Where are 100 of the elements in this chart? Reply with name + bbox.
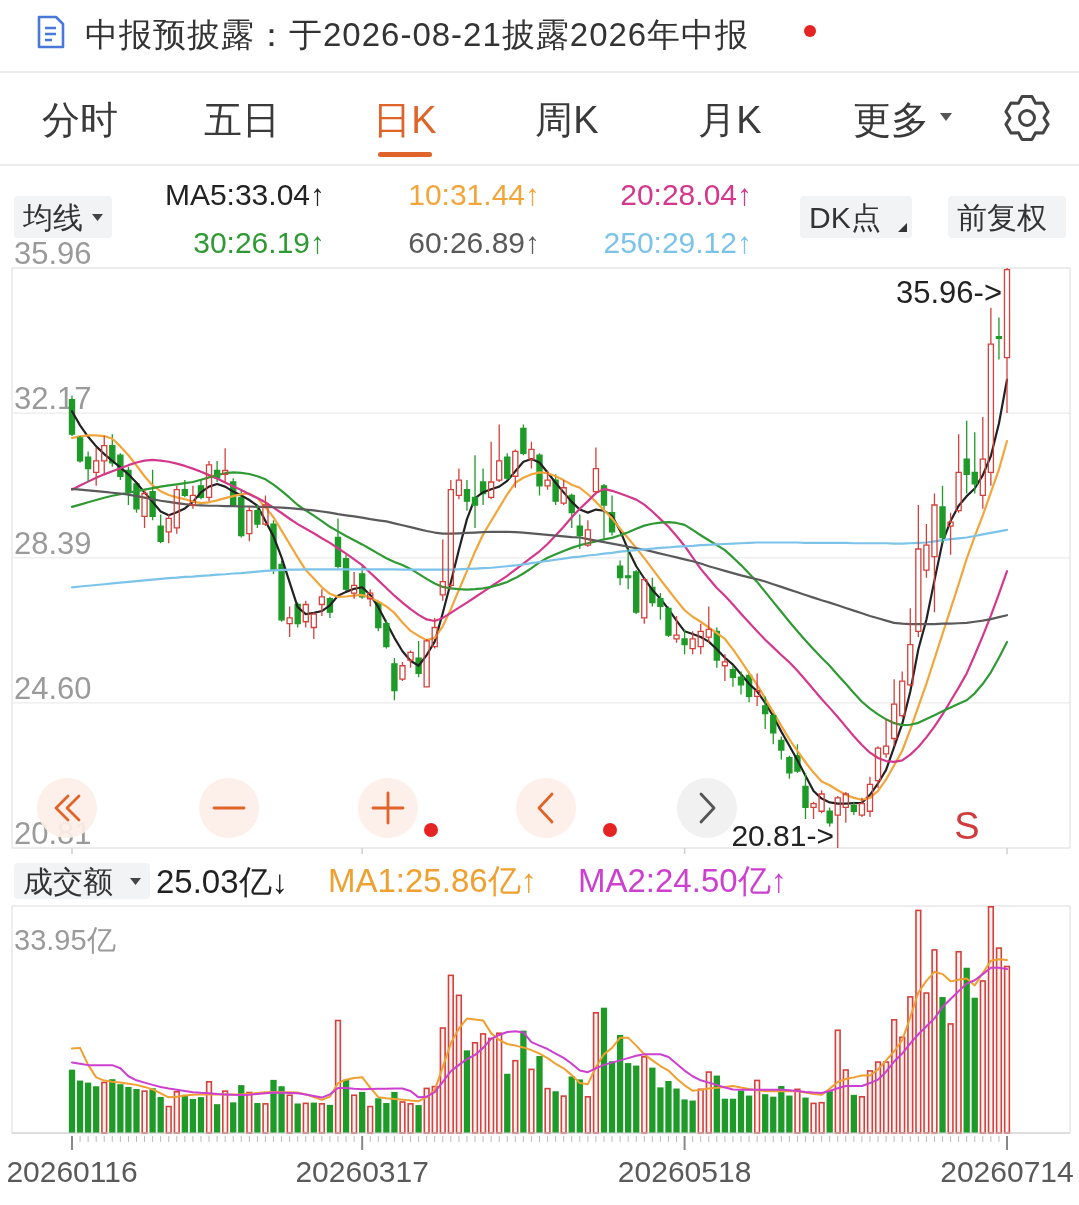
bar [359, 1091, 366, 1133]
bar [762, 1094, 769, 1133]
bar [109, 1079, 116, 1133]
bar [1003, 965, 1011, 1134]
bar [544, 1087, 551, 1134]
annotation: S [954, 805, 980, 847]
y-tick-label: 28.39 [14, 525, 92, 561]
bar [721, 1098, 729, 1133]
bar [286, 1094, 293, 1134]
bar [141, 1090, 148, 1134]
text: 均线 [22, 201, 83, 234]
bar [850, 1094, 857, 1133]
bar [334, 1019, 342, 1134]
bar [584, 1096, 592, 1134]
annotation: 33.95亿 [14, 924, 116, 956]
bar [979, 980, 986, 1134]
text: DK点 [809, 201, 881, 234]
bar [560, 1095, 567, 1134]
text: 25.03亿↓ [156, 863, 289, 900]
bar [463, 1050, 471, 1133]
text: 10:31.44↑ [408, 178, 540, 211]
bar [383, 1103, 390, 1133]
bar [230, 1102, 237, 1133]
y-tick-label: 32.17 [14, 381, 92, 417]
bar [93, 1086, 100, 1133]
bar [512, 1059, 519, 1134]
bar [197, 1097, 205, 1133]
x-tick-label: 20260116 [6, 1155, 138, 1188]
text: 30:26.19↑ [193, 226, 325, 259]
text: 成交额 [23, 865, 113, 898]
bar [552, 1091, 559, 1133]
bar [536, 1056, 543, 1133]
bar [834, 1029, 841, 1134]
text: MA1:25.86亿↑ [328, 862, 538, 899]
bar [528, 1068, 535, 1134]
bar [826, 1091, 833, 1133]
bar [157, 1096, 164, 1133]
annotation: 20.81-> [731, 819, 834, 852]
bar [915, 909, 922, 1134]
bar [616, 1034, 624, 1133]
text: MA5:33.04↑ [164, 178, 325, 211]
y-tick-label: 20.81 [14, 816, 92, 851]
bar [987, 906, 995, 1134]
bar [641, 1056, 648, 1134]
bar [496, 1032, 503, 1134]
bar [504, 1073, 511, 1133]
x-tick-label: 20260317 [295, 1155, 429, 1188]
bar [802, 1097, 809, 1133]
bar [592, 1012, 600, 1134]
bar [262, 1103, 269, 1134]
text: 分时 [42, 99, 118, 141]
bar [939, 997, 946, 1133]
bar [600, 1007, 608, 1133]
x-tick-label: 20260518 [617, 1155, 752, 1188]
bar [649, 1067, 656, 1133]
bar [625, 1063, 632, 1133]
bar [770, 1096, 777, 1133]
bar [745, 1095, 753, 1133]
bar [213, 1104, 221, 1133]
text: 前复权 [957, 201, 1047, 234]
bar [310, 1102, 317, 1133]
bar [294, 1103, 301, 1133]
bar [189, 1098, 197, 1133]
text: 更多 [853, 99, 929, 141]
text: 周K [535, 99, 599, 141]
bar [68, 1069, 76, 1133]
annotation: 35.96-> [895, 275, 1002, 310]
bar [633, 1065, 640, 1133]
bar [520, 1030, 527, 1133]
bar [149, 1088, 156, 1133]
bar [318, 1103, 326, 1134]
bar [76, 1080, 84, 1133]
bar [101, 1081, 108, 1134]
bar [165, 1105, 172, 1134]
bar [375, 1098, 382, 1133]
text: 日K [373, 99, 437, 141]
bar [479, 1033, 487, 1134]
bar [254, 1103, 261, 1133]
text: 五日 [204, 99, 280, 141]
bar [737, 1090, 745, 1133]
bar [455, 994, 463, 1134]
text: 20:28.04↑ [620, 178, 752, 211]
bar [858, 1096, 866, 1134]
bar [471, 1041, 479, 1134]
text: 60:26.89↑ [408, 226, 540, 259]
text: 250:29.12↑ [603, 226, 752, 259]
bar [350, 1094, 358, 1134]
bar [487, 1037, 495, 1134]
bar [729, 1098, 737, 1133]
text: MA2:24.50亿↑ [578, 862, 788, 899]
text: 月K [698, 99, 762, 141]
bar [963, 967, 970, 1133]
chart-title: 中报预披露：于2026-08-21披露2026年中报 [85, 16, 750, 53]
bar [302, 1102, 309, 1134]
bar [415, 1105, 422, 1133]
bar [794, 1088, 801, 1134]
bar [84, 1082, 92, 1133]
bar [576, 1079, 583, 1133]
bar [995, 947, 1003, 1134]
bar [971, 997, 978, 1133]
